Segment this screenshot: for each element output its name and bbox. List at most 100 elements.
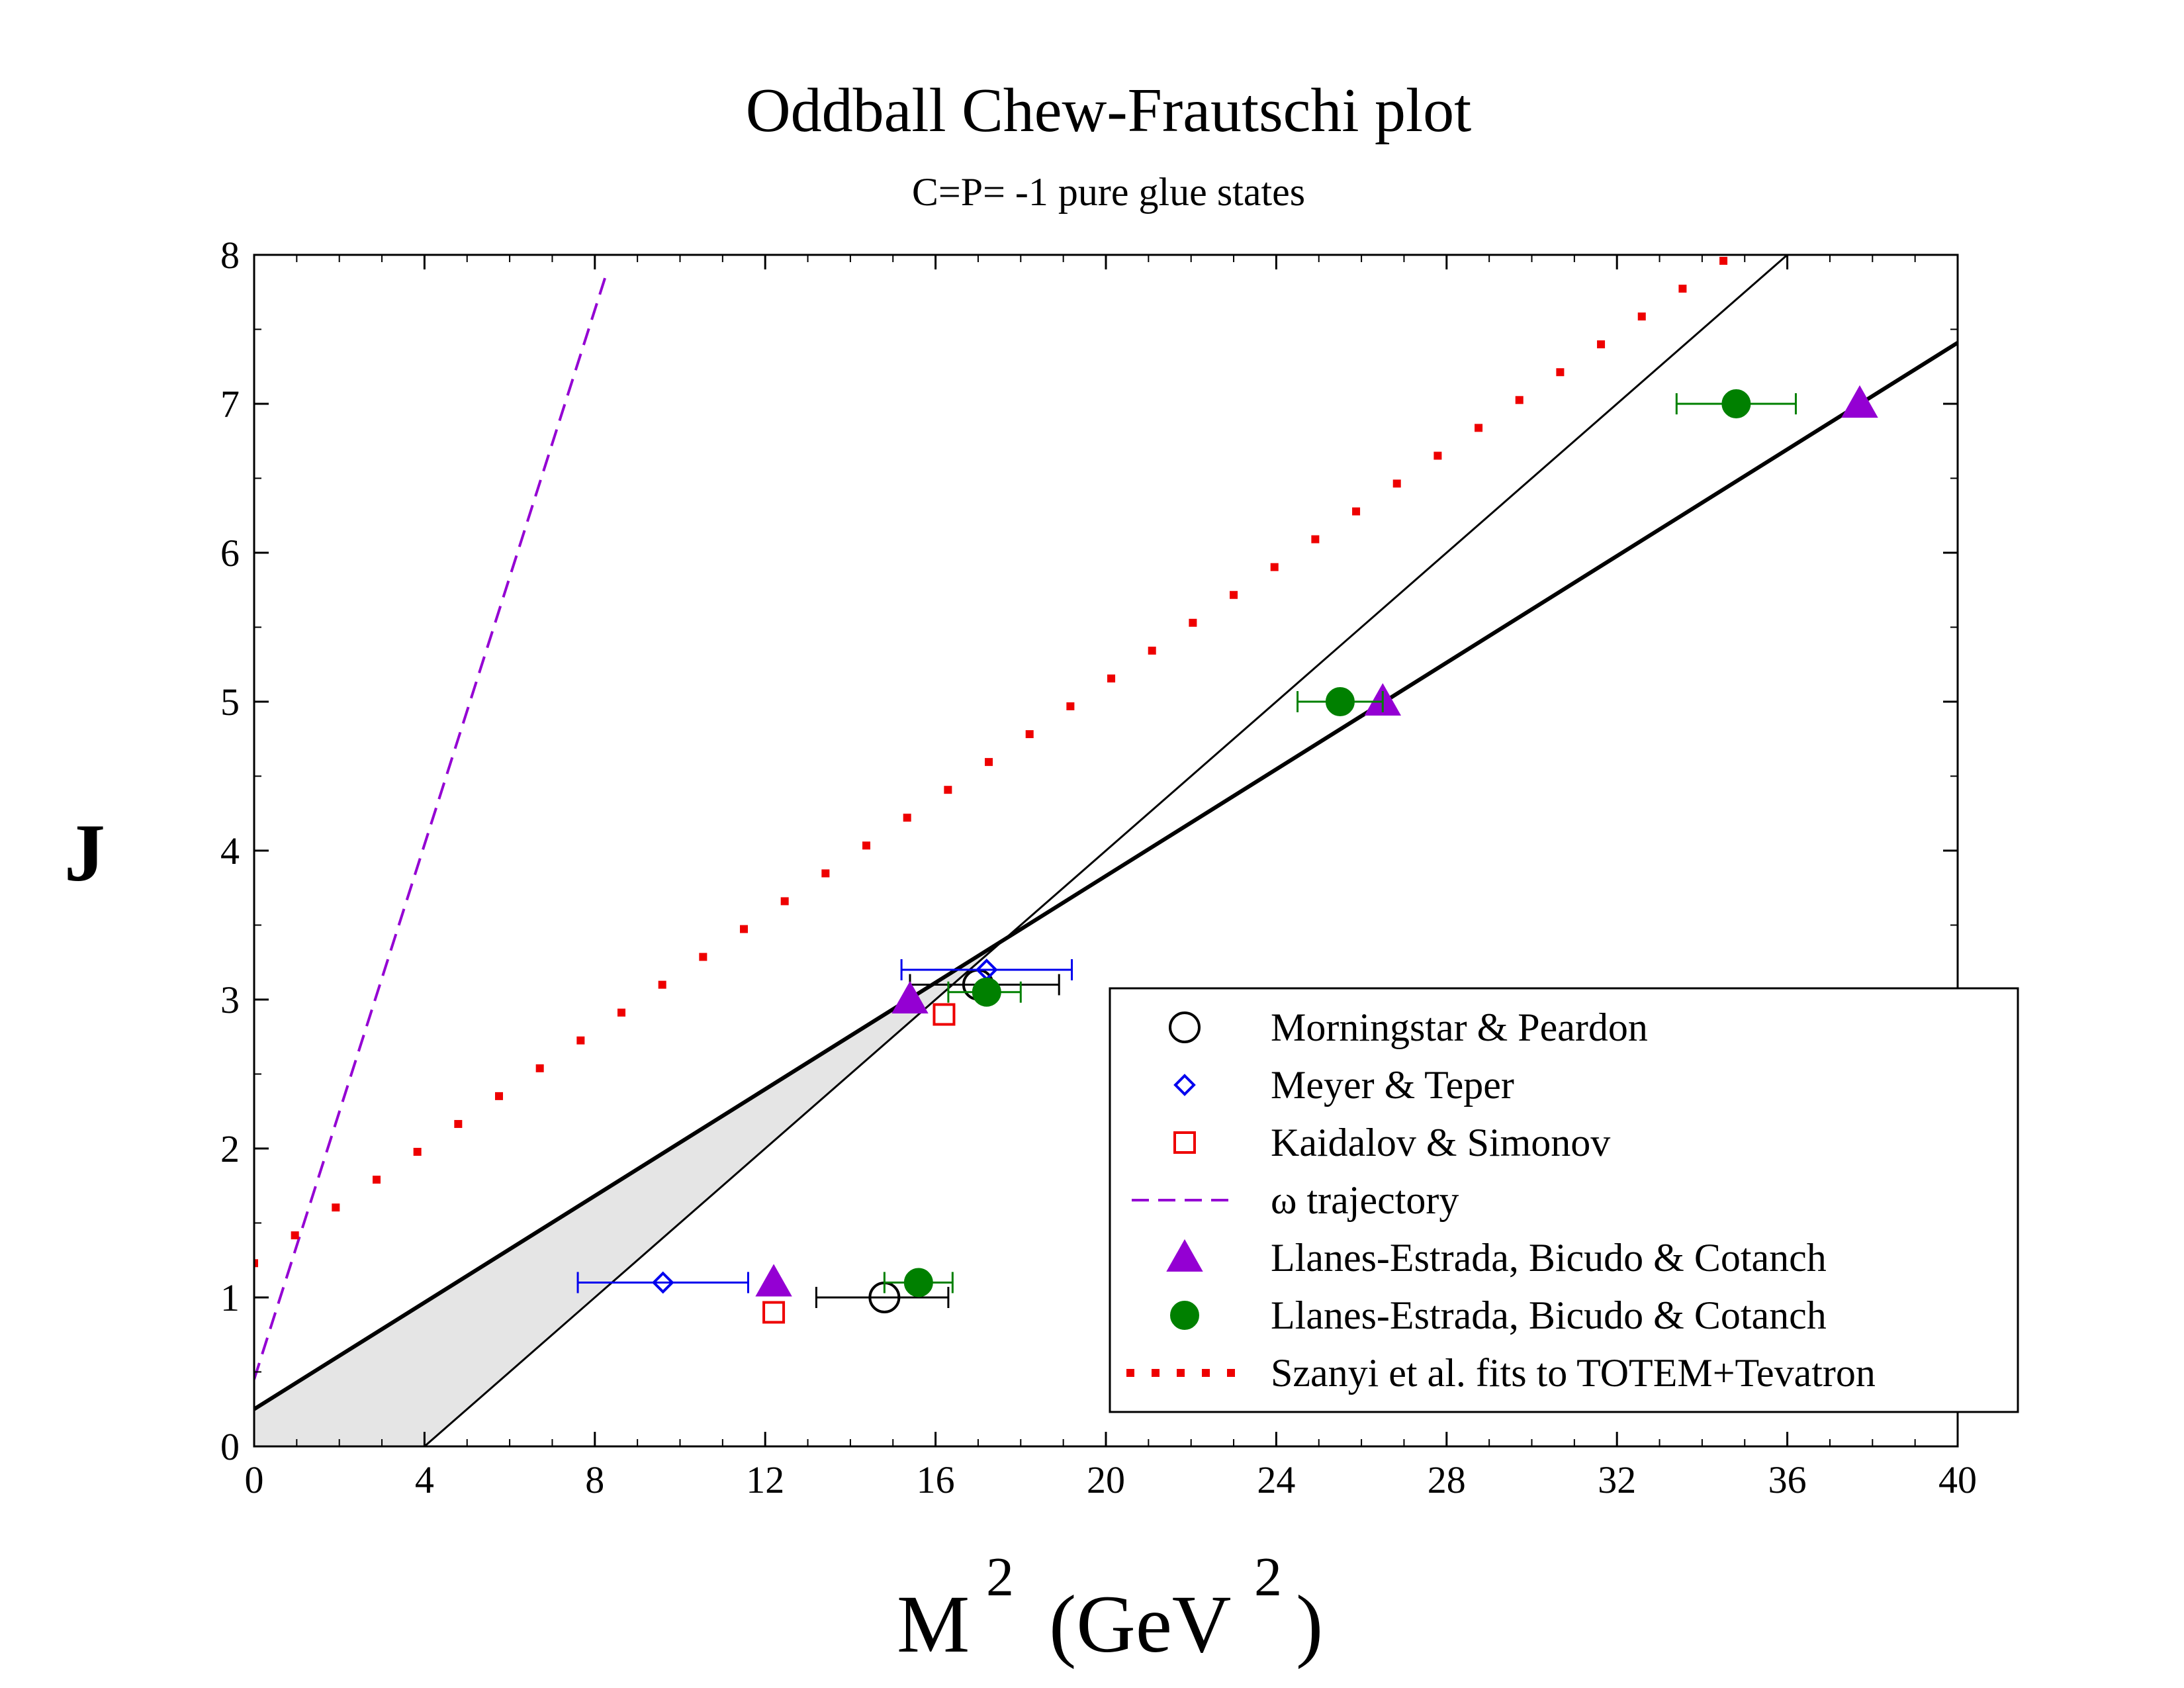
y-tick-label: 5 <box>220 680 240 724</box>
szanyi-dot <box>1066 702 1075 710</box>
x-tick-label: 24 <box>1257 1458 1295 1501</box>
series-2-errorbar <box>576 1272 749 1293</box>
legend-swatch-dot <box>1202 1369 1210 1377</box>
szanyi-dot <box>862 841 871 850</box>
series-2-errorbar <box>900 959 1073 980</box>
szanyi-dot <box>985 758 993 767</box>
x-tick-label: 12 <box>746 1458 784 1501</box>
series-3-point <box>762 1301 786 1324</box>
y-tick-label: 7 <box>220 383 240 426</box>
szanyi-dot <box>658 980 666 989</box>
x-axis-label-close: ) <box>1296 1579 1323 1669</box>
szanyi-dot <box>780 897 789 906</box>
legend: Morningstar & Peardon Meyer & Teper Kaidal… <box>1109 987 2019 1413</box>
szanyi-dot <box>1637 312 1646 321</box>
legend-label: Llanes-Estrada, Bicudo & Cotanch <box>1271 1293 1827 1337</box>
series-3-point <box>933 1003 956 1026</box>
szanyi-dot <box>1515 396 1524 404</box>
series-1-errorbar <box>815 1287 950 1308</box>
szanyi-dot <box>373 1176 381 1184</box>
legend-label: Llanes-Estrada, Bicudo & Cotanch <box>1271 1236 1827 1280</box>
szanyi-dot <box>1352 507 1361 516</box>
y-axis-label: J <box>64 808 105 898</box>
series-1 <box>815 968 1060 1313</box>
x-tick-label: 4 <box>415 1458 434 1501</box>
series-4 <box>254 269 610 1380</box>
series-5 <box>755 385 1878 1297</box>
series-5-point <box>1841 385 1878 418</box>
legend-box <box>1109 987 2019 1413</box>
legend-swatch <box>1170 1301 1199 1330</box>
legend-entry-5: Llanes-Estrada, Bicudo & Cotanch <box>1166 1236 1827 1280</box>
y-tick-label: 4 <box>220 829 240 872</box>
legend-label: Meyer & Teper <box>1271 1063 1514 1107</box>
legend-swatch <box>1166 1239 1203 1272</box>
szanyi-dot <box>1433 451 1442 460</box>
legend-entry-3: Kaidalov & Simonov <box>1173 1121 1610 1164</box>
band-upper-line <box>254 341 1958 1411</box>
series-7 <box>254 257 1728 1268</box>
series-6 <box>883 389 1797 1297</box>
series-2-point <box>651 1271 674 1294</box>
series-3 <box>762 1003 956 1324</box>
x-tick-label: 40 <box>1938 1458 1977 1501</box>
legend-label: Kaidalov & Simonov <box>1271 1121 1610 1164</box>
series-6-point <box>1721 389 1751 418</box>
x-axis-label-sup1: 2 <box>986 1546 1014 1608</box>
szanyi-dot <box>1025 730 1034 739</box>
y-tick-label: 1 <box>220 1276 240 1319</box>
y-tick-label: 3 <box>220 978 240 1021</box>
szanyi-dot <box>903 814 911 822</box>
chart-subtitle: C=P= -1 pure glue states <box>912 170 1305 214</box>
legend-swatch-dot <box>1177 1369 1185 1377</box>
legend-swatch <box>1173 1074 1196 1096</box>
x-tick-label: 36 <box>1768 1458 1807 1501</box>
szanyi-dot <box>617 1008 626 1017</box>
szanyi-dot <box>1311 535 1320 543</box>
szanyi-dot <box>254 1259 258 1268</box>
szanyi-dot <box>821 869 830 878</box>
omega-trajectory-line <box>254 269 610 1380</box>
szanyi-dot <box>332 1203 340 1212</box>
legend-entry-1: Morningstar & Peardon <box>1169 1006 1648 1049</box>
szanyi-dot <box>1392 479 1401 488</box>
szanyi-dot <box>413 1148 422 1156</box>
x-tick-label: 20 <box>1087 1458 1125 1501</box>
legend-swatch <box>1173 1131 1196 1154</box>
y-tick-label: 2 <box>220 1127 240 1170</box>
legend-swatch-dot <box>1126 1369 1134 1377</box>
szanyi-dot <box>944 786 952 794</box>
legend-entry-2: Meyer & Teper <box>1173 1063 1514 1107</box>
chart-title: Oddball Chew-Frautschi plot <box>746 76 1472 145</box>
shaded-band <box>254 939 1004 1446</box>
szanyi-dot <box>1719 257 1728 265</box>
szanyi-dot <box>1107 674 1116 682</box>
szanyi-dot <box>1597 340 1606 349</box>
legend-entry-7: Szanyi et al. fits to TOTEM+Tevatron <box>1126 1351 1876 1395</box>
x-tick-label: 16 <box>917 1458 955 1501</box>
x-axis-label-main: M <box>897 1579 970 1669</box>
szanyi-dot <box>1148 646 1156 655</box>
x-tick-label: 28 <box>1428 1458 1466 1501</box>
legend-entry-6: Llanes-Estrada, Bicudo & Cotanch <box>1170 1293 1827 1337</box>
legend-swatch <box>1169 1011 1201 1043</box>
y-tick-label: 6 <box>220 532 240 575</box>
x-tick-label: 8 <box>585 1458 604 1501</box>
series-6-point <box>972 977 1001 1007</box>
series-5-point <box>755 1264 792 1297</box>
legend-entry-4: ω trajectory <box>1132 1178 1459 1222</box>
szanyi-dot <box>291 1231 299 1240</box>
legend-swatch-dot <box>1152 1369 1160 1377</box>
szanyi-dot <box>1189 618 1197 627</box>
series-6-point <box>1325 687 1355 716</box>
legend-label: Szanyi et al. fits to TOTEM+Tevatron <box>1271 1351 1876 1395</box>
szanyi-dot <box>1556 368 1565 377</box>
szanyi-dot <box>740 925 749 933</box>
x-axis-label-sup2: 2 <box>1254 1546 1282 1608</box>
szanyi-dot <box>699 953 707 961</box>
legend-swatch-dot <box>1227 1369 1235 1377</box>
szanyi-dot <box>1270 563 1279 571</box>
x-tick-label: 0 <box>245 1458 264 1501</box>
legend-label: ω trajectory <box>1271 1178 1459 1222</box>
